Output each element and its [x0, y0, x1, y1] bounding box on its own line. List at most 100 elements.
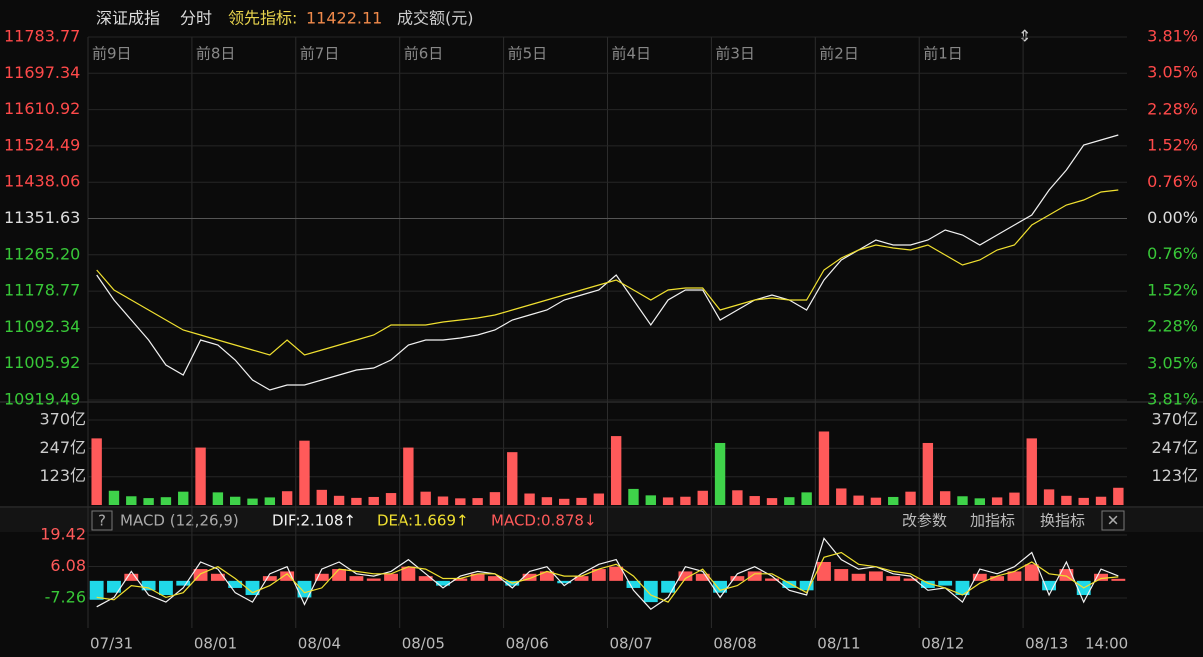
- day-label: 前4日: [612, 45, 652, 63]
- macd-bar: [643, 580, 658, 603]
- macd-bar: [210, 573, 225, 581]
- y-tick-label: 11610.92: [4, 99, 80, 118]
- y2-tick-label: 0.76%: [1147, 244, 1198, 263]
- volume-bar: [610, 436, 622, 505]
- macd-bar: [141, 580, 156, 591]
- macd-bar: [626, 580, 641, 588]
- y-tick-label: 11783.77: [4, 27, 80, 46]
- volume-bar: [732, 490, 743, 505]
- volume-bar: [472, 498, 483, 505]
- macd-bar: [539, 571, 554, 581]
- macd-bar: [1111, 578, 1126, 581]
- macd-bar: [332, 569, 347, 581]
- y2-tick-label: 2.28%: [1147, 317, 1198, 336]
- y2-tick-label: 3.81%: [1147, 390, 1198, 409]
- macd-bar: [851, 573, 866, 581]
- volume-bar: [870, 497, 882, 505]
- macd-line: [96, 551, 1119, 603]
- dea-value: DEA:1.669↑: [377, 512, 469, 530]
- volume-bar: [524, 493, 535, 505]
- close-box[interactable]: [1101, 510, 1125, 531]
- y-tick-label: 11438.06: [4, 172, 80, 191]
- macd-bar: [314, 573, 329, 581]
- y2-tick-label: 2.28%: [1147, 99, 1198, 118]
- macd-line: [96, 537, 1119, 610]
- volume-bar: [178, 491, 189, 505]
- toolbar-button[interactable]: 加指标: [970, 512, 1015, 530]
- close[interactable]: ✕: [1107, 512, 1120, 530]
- date-label: 08/12: [921, 635, 964, 653]
- volume-bar: [974, 498, 986, 505]
- macd-bar: [799, 580, 814, 591]
- macd-bar: [955, 580, 970, 596]
- help[interactable]: ?: [98, 512, 106, 530]
- y2-tick-label: 3.05%: [1147, 353, 1198, 372]
- mode[interactable]: 分时: [180, 9, 212, 28]
- volume-bar: [991, 497, 1003, 505]
- volume-bar: [420, 491, 431, 505]
- date-label: 08/13: [1025, 635, 1068, 653]
- volume-label: 成交额(元): [397, 9, 474, 28]
- resize-icon[interactable]: ⇕: [1018, 27, 1031, 46]
- volume-bar: [749, 496, 760, 505]
- volume-bar: [801, 492, 812, 505]
- y-tick-label: -7.26: [45, 588, 86, 607]
- volume-bar: [766, 498, 778, 505]
- macd-bar: [89, 580, 104, 600]
- volume-bar: [316, 489, 327, 505]
- day-label: 前3日: [715, 45, 755, 63]
- dif-value: DIF:2.108↑: [272, 512, 356, 530]
- volume-bar: [507, 452, 518, 505]
- macd-bar: [453, 578, 468, 581]
- y-tick-label: 11697.34: [4, 63, 80, 82]
- macd-name: MACD (12,26,9): [120, 512, 239, 530]
- macd-bar: [297, 580, 312, 598]
- y2-tick-label: 0.00%: [1147, 208, 1198, 227]
- price-line: [96, 189, 1119, 356]
- volume-bar: [957, 496, 968, 505]
- y2-tick-label: 247亿: [1151, 438, 1198, 457]
- date-label: 08/01: [194, 635, 237, 653]
- date-label: 07/31: [90, 635, 133, 653]
- y-tick-label: 11265.20: [4, 244, 80, 263]
- macd-bar: [176, 580, 191, 586]
- leading-value: 11422.11: [306, 9, 382, 28]
- volume-bar: [126, 496, 137, 505]
- toolbar-button[interactable]: 改参数: [902, 512, 947, 530]
- volume-bar: [108, 490, 120, 505]
- y-tick-label: 11005.92: [4, 353, 80, 372]
- volume-bar: [559, 498, 570, 505]
- macd-bar: [1007, 571, 1022, 581]
- day-label: 前1日: [923, 45, 963, 63]
- macd-bar: [470, 573, 485, 581]
- help-box[interactable]: [91, 510, 113, 531]
- macd-bar: [401, 566, 416, 581]
- volume-bar: [645, 495, 656, 505]
- y-tick-label: 370亿: [39, 410, 86, 429]
- macd-toolbar: [0, 508, 1203, 532]
- macd-bar: [574, 576, 589, 581]
- volume-bar: [905, 491, 916, 505]
- y2-tick-label: 1.52%: [1147, 280, 1198, 299]
- macd-bar: [713, 580, 727, 593]
- volume-bar: [1026, 438, 1037, 505]
- volume-bar: [939, 491, 951, 505]
- macd-bar: [557, 580, 572, 584]
- macd-bar: [1094, 573, 1108, 581]
- volume-bar: [1113, 487, 1124, 505]
- volume-bar: [541, 497, 553, 505]
- volume-bar: [697, 490, 708, 505]
- volume-bar: [489, 492, 501, 505]
- y-tick-label: 11524.49: [4, 135, 80, 154]
- day-label: 前7日: [300, 45, 340, 63]
- leading-label: 领先指标:: [228, 9, 297, 28]
- toolbar-button[interactable]: 换指标: [1040, 512, 1085, 530]
- macd-bar: [920, 580, 935, 588]
- volume-bar: [1043, 489, 1055, 505]
- volume-bar: [229, 496, 241, 505]
- volume-bar: [576, 497, 587, 505]
- date-label: 08/04: [298, 635, 341, 653]
- macd-bar: [990, 576, 1005, 581]
- y2-tick-label: 3.81%: [1147, 27, 1198, 46]
